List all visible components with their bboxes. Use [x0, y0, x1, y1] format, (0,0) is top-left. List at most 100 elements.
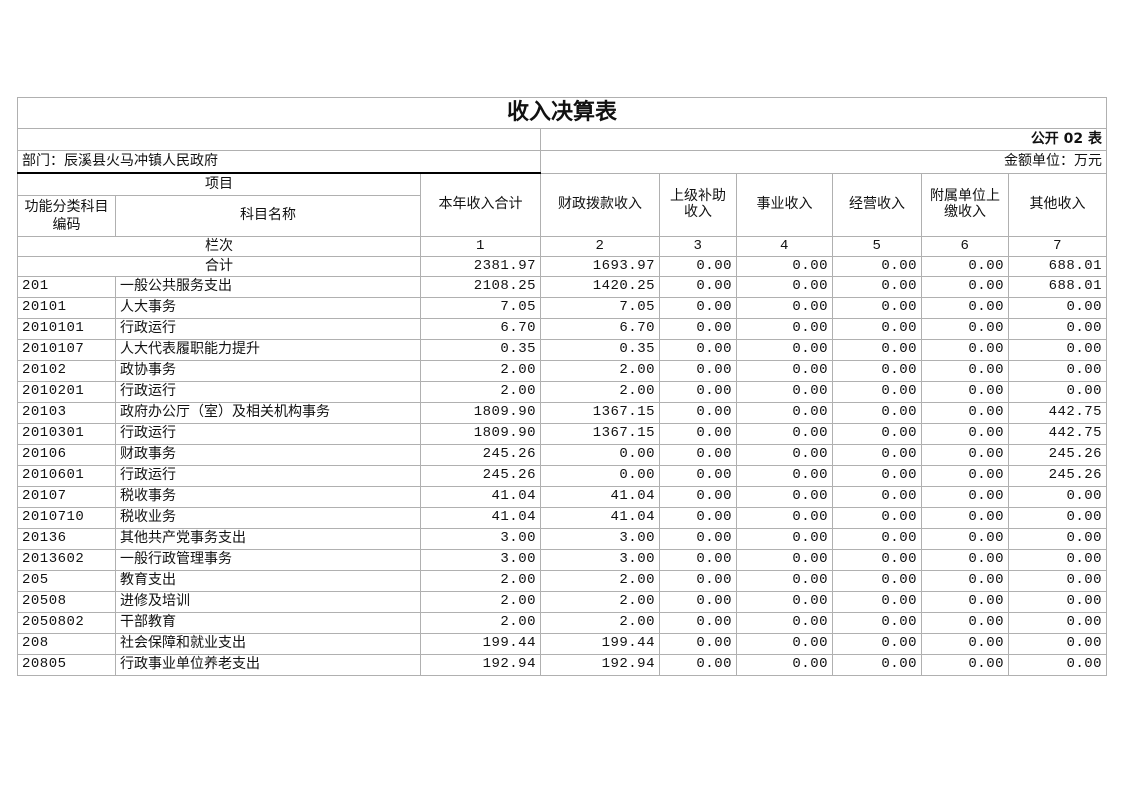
- amount-cell: 0.00: [659, 381, 737, 403]
- amount-cell: 0.00: [832, 360, 922, 382]
- amount-cell: 2.00: [420, 591, 541, 613]
- amount-cell: 0.00: [736, 381, 833, 403]
- subject-code: 20107: [17, 486, 116, 508]
- amount-cell: 0.00: [1007, 591, 1108, 613]
- amount-cell: 0.00: [659, 486, 737, 508]
- amount-cell: 0.00: [832, 528, 922, 550]
- amount-cell: 0.00: [921, 486, 1009, 508]
- form-number: 公开 02 表: [539, 128, 1108, 151]
- subject-code: 2050802: [17, 612, 116, 634]
- total-value: 1693.97: [540, 256, 660, 277]
- amount-cell: 0.00: [1007, 297, 1108, 319]
- subject-name: 政府办公厅（室）及相关机构事务: [115, 402, 421, 424]
- table-row: 20103 政府办公厅（室）及相关机构事务 1809.90 1367.15 0.00 0.…: [17, 402, 1108, 424]
- amount-cell: 0.00: [659, 654, 737, 676]
- amount-cell: 199.44: [540, 633, 660, 655]
- amount-cell: 0.00: [921, 297, 1009, 319]
- total-value: 0.00: [736, 256, 833, 277]
- subject-code: 208: [17, 633, 116, 655]
- amount-cell: 0.00: [659, 360, 737, 382]
- subject-code: 20101: [17, 297, 116, 319]
- amount-cell: 0.00: [736, 612, 833, 634]
- amount-cell: 442.75: [1007, 423, 1108, 445]
- table-row: 2010601 行政运行 245.26 0.00 0.00 0.00 0.00 0.00 245…: [17, 465, 1108, 487]
- amount-cell: 0.00: [659, 591, 737, 613]
- amount-cell: 0.00: [540, 465, 660, 487]
- amount-cell: 0.00: [921, 381, 1009, 403]
- amount-cell: 0.00: [921, 549, 1009, 571]
- subject-name: 行政运行: [115, 465, 421, 487]
- amount-cell: 0.00: [832, 549, 922, 571]
- amount-cell: 0.00: [832, 465, 922, 487]
- amount-cell: 2.00: [420, 360, 541, 382]
- total-value: 0.00: [659, 256, 737, 277]
- table-row: 2010201 行政运行 2.00 2.00 0.00 0.00 0.00 0.00 0.00: [17, 381, 1108, 403]
- total-value: 2381.97: [420, 256, 541, 277]
- header-item: 项目: [17, 172, 421, 196]
- header-col-2: 财政拨款收入: [540, 172, 660, 237]
- amount-cell: 0.00: [659, 549, 737, 571]
- amount-cell: 3.00: [540, 549, 660, 571]
- subject-name: 进修及培训: [115, 591, 421, 613]
- amount-cell: 0.00: [921, 402, 1009, 424]
- amount-cell: 192.94: [420, 654, 541, 676]
- amount-cell: 0.00: [736, 633, 833, 655]
- header-name: 科目名称: [115, 195, 421, 237]
- amount-cell: 0.00: [921, 423, 1009, 445]
- header-col-6: 附属单位上缴收入: [921, 172, 1009, 237]
- subject-code: 20103: [17, 402, 116, 424]
- header-col-3: 上级补助收入: [659, 172, 737, 237]
- amount-cell: 245.26: [1007, 465, 1108, 487]
- amount-cell: 0.00: [659, 570, 737, 592]
- amount-cell: 0.00: [736, 339, 833, 361]
- amount-cell: 0.00: [921, 360, 1009, 382]
- amount-cell: 0.00: [1007, 633, 1108, 655]
- amount-cell: 0.00: [1007, 339, 1108, 361]
- amount-cell: 0.00: [659, 612, 737, 634]
- subject-name: 行政运行: [115, 381, 421, 403]
- amount-cell: 0.00: [832, 339, 922, 361]
- total-value: 0.00: [832, 256, 922, 277]
- amount-cell: 2.00: [420, 612, 541, 634]
- amount-cell: 0.00: [659, 444, 737, 466]
- subject-code: 205: [17, 570, 116, 592]
- table-row: 2010710 税收业务 41.04 41.04 0.00 0.00 0.00 0.00 0.0…: [17, 507, 1108, 529]
- subject-code: 20805: [17, 654, 116, 676]
- amount-cell: 0.00: [736, 423, 833, 445]
- table-row: 20101 人大事务 7.05 7.05 0.00 0.00 0.00 0.00 0.00: [17, 297, 1108, 319]
- amount-cell: 0.00: [1007, 654, 1108, 676]
- amount-cell: 0.00: [1007, 486, 1108, 508]
- amount-cell: 0.00: [1007, 381, 1108, 403]
- amount-cell: 0.00: [921, 318, 1009, 340]
- amount-cell: 3.00: [540, 528, 660, 550]
- table-row: 20102 政协事务 2.00 2.00 0.00 0.00 0.00 0.00 0.00: [17, 360, 1108, 382]
- header-col-4: 事业收入: [736, 172, 833, 237]
- table-row: 20136 其他共产党事务支出 3.00 3.00 0.00 0.00 0.00 0.00 0.…: [17, 528, 1108, 550]
- amount-cell: 688.01: [1007, 276, 1108, 298]
- table-row: 205 教育支出 2.00 2.00 0.00 0.00 0.00 0.00 0.00: [17, 570, 1108, 592]
- subject-code: 2010101: [17, 318, 116, 340]
- subject-name: 政协事务: [115, 360, 421, 382]
- total-value: 0.00: [921, 256, 1009, 277]
- amount-cell: 0.00: [659, 276, 737, 298]
- amount-cell: 2.00: [540, 591, 660, 613]
- amount-cell: 0.00: [921, 528, 1009, 550]
- subject-name: 干部教育: [115, 612, 421, 634]
- amount-cell: 2108.25: [420, 276, 541, 298]
- subject-name: 人大代表履职能力提升: [115, 339, 421, 361]
- amount-cell: 6.70: [420, 318, 541, 340]
- amount-cell: 41.04: [540, 507, 660, 529]
- subject-name: 一般公共服务支出: [115, 276, 421, 298]
- header-col-7: 其他收入: [1007, 172, 1108, 237]
- amount-cell: 0.00: [540, 444, 660, 466]
- amount-cell: 0.00: [832, 276, 922, 298]
- amount-cell: 0.00: [832, 423, 922, 445]
- amount-cell: 0.00: [921, 276, 1009, 298]
- subject-code: 20102: [17, 360, 116, 382]
- amount-cell: 6.70: [540, 318, 660, 340]
- table-row: 2010107 人大代表履职能力提升 0.35 0.35 0.00 0.00 0.00 0.0…: [17, 339, 1108, 361]
- amount-cell: 3.00: [420, 549, 541, 571]
- subject-code: 2010107: [17, 339, 116, 361]
- amount-cell: 0.00: [1007, 318, 1108, 340]
- subject-name: 税收业务: [115, 507, 421, 529]
